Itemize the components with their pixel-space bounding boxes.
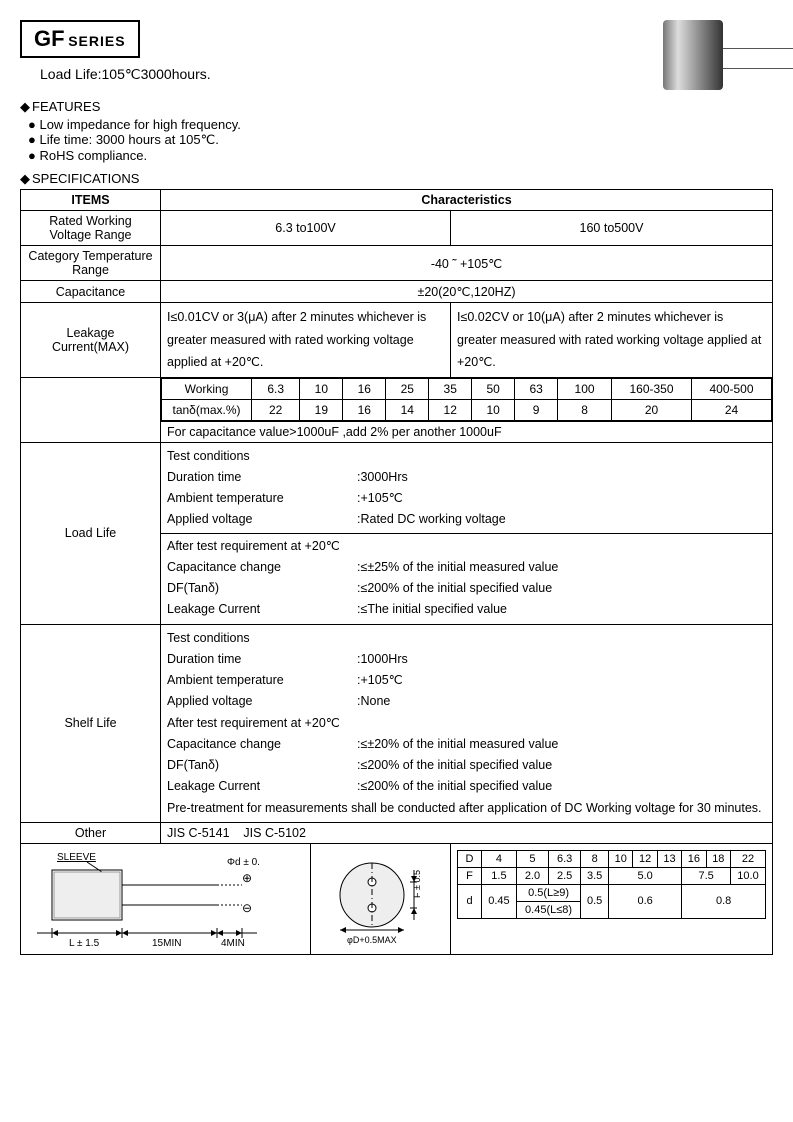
- leak-label: Leakage Current(MAX): [21, 303, 161, 378]
- load-life-text: Load Life:105℃3000hours.: [40, 66, 211, 83]
- spec-table: ITEMS Characteristics Rated Working Volt…: [20, 189, 773, 844]
- header-left: GF SERIES Load Life:105℃3000hours.: [20, 20, 211, 93]
- bottom-view-svg: F ± 0.5 φD+0.5MAX: [317, 850, 445, 948]
- diagram-bottom-view: F ± 0.5 φD+0.5MAX: [311, 844, 451, 954]
- svg-text:SLEEVE: SLEEVE: [57, 852, 96, 863]
- dimension-table: D 4 5 6.3 8 10 12 13 16 18 22 F 1.5 2.0 …: [457, 850, 766, 919]
- svg-text:F ± 0.5: F ± 0.5: [412, 870, 422, 898]
- cap-label: Capacitance: [21, 281, 161, 303]
- loadlife-label: Load Life: [21, 442, 161, 624]
- rated-v2: 160 to500V: [451, 211, 773, 246]
- svg-text:φD+0.5MAX: φD+0.5MAX: [347, 935, 397, 945]
- feature-item: RoHS compliance.: [28, 148, 773, 163]
- loadlife-block: Test conditions Duration time3000Hrs Amb…: [161, 442, 773, 624]
- spec-heading: SPECIFICATIONS: [20, 171, 773, 187]
- char-header: Characteristics: [161, 190, 773, 211]
- svg-text:Φd ± 0.: Φd ± 0.: [227, 857, 260, 868]
- dimension-table-wrap: D 4 5 6.3 8 10 12 13 16 18 22 F 1.5 2.0 …: [451, 844, 772, 954]
- other-label: Other: [21, 822, 161, 843]
- side-view-svg: SLEEVE Φd ± 0. ⊕ ⊖ L ± 1.5 15MIN 4MIN: [27, 850, 305, 948]
- leak-v2: I≤0.02CV or 10(μA) after 2 minutes which…: [451, 303, 773, 378]
- diagram-row: SLEEVE Φd ± 0. ⊕ ⊖ L ± 1.5 15MIN 4MIN: [20, 844, 773, 955]
- svg-text:⊖: ⊖: [242, 901, 252, 915]
- svg-text:⊕: ⊕: [242, 871, 252, 885]
- feature-item: Life time: 3000 hours at 105℃.: [28, 132, 773, 148]
- capacitor-image: [663, 20, 773, 90]
- shelflife-block: Test conditions Duration time1000Hrs Amb…: [161, 624, 773, 822]
- diagram-side-view: SLEEVE Φd ± 0. ⊕ ⊖ L ± 1.5 15MIN 4MIN: [21, 844, 311, 954]
- svg-text:4MIN: 4MIN: [221, 938, 245, 948]
- series-name: GF: [34, 26, 65, 51]
- rated-v1: 6.3 to100V: [161, 211, 451, 246]
- tan-row2-label: tanδ(max.%): [162, 399, 252, 420]
- items-header: ITEMS: [21, 190, 161, 211]
- tan-row1-label: Working: [162, 378, 252, 399]
- rated-label: Rated Working Voltage Range: [21, 211, 161, 246]
- series-suffix: SERIES: [68, 33, 125, 49]
- tan-table: Working 6.3 10 16 25 35 50 63 100 160-35…: [161, 378, 772, 421]
- features-heading: FEATURES: [20, 99, 773, 115]
- cat-label: Category Temperature Range: [21, 246, 161, 281]
- leak-v1: I≤0.01CV or 3(μA) after 2 minutes whiche…: [161, 303, 451, 378]
- header-row: GF SERIES Load Life:105℃3000hours.: [20, 20, 773, 93]
- other-val: JIS C-5141 JIS C-5102: [161, 822, 773, 843]
- series-badge: GF SERIES: [20, 20, 140, 58]
- features-list: Low impedance for high frequency. Life t…: [28, 117, 773, 163]
- cat-val: -40 ˜ +105℃: [161, 246, 773, 281]
- svg-text:15MIN: 15MIN: [152, 938, 181, 948]
- tan-note: For capacitance value>1000uF ,add 2% per…: [161, 421, 773, 442]
- shelflife-label: Shelf Life: [21, 624, 161, 822]
- feature-item: Low impedance for high frequency.: [28, 117, 773, 132]
- tan-empty: [21, 377, 161, 442]
- svg-text:L ± 1.5: L ± 1.5: [69, 938, 100, 948]
- cap-val: ±20(20℃,120HZ): [161, 281, 773, 303]
